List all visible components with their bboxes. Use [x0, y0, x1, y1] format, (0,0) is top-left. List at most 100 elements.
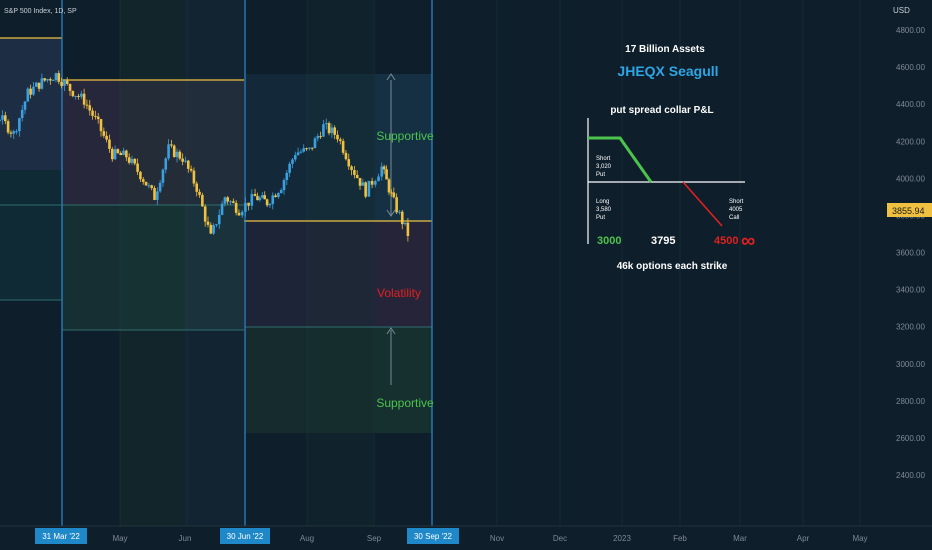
candle-down	[347, 159, 351, 167]
candle-down	[406, 222, 410, 237]
short-put-label-2: 3,020	[596, 164, 612, 170]
current-price-badge	[887, 203, 932, 217]
assets-label: 17 Billion Assets	[625, 44, 705, 55]
candle-down	[133, 158, 137, 164]
candle-up	[122, 150, 125, 156]
time-tick-label: May	[852, 534, 867, 543]
candle-up	[20, 109, 24, 119]
seagull-annotation: 17 Billion Assets JHEQX Seagull put spre…	[587, 44, 755, 272]
candle-down	[189, 168, 193, 171]
price-tick-label: 3200.00	[896, 323, 925, 332]
candle-down	[144, 181, 148, 186]
candle-down	[336, 134, 339, 140]
current-price-value: 3855.94	[892, 206, 925, 216]
candle-down	[139, 171, 142, 180]
candle-down	[3, 115, 7, 122]
candle-up	[12, 131, 16, 134]
candle-up	[63, 80, 66, 86]
time-tick-label: May	[112, 534, 127, 543]
price-tick-label: 3000.00	[896, 360, 925, 369]
candle-down	[172, 145, 176, 157]
candle-down	[234, 202, 238, 213]
price-tick-label: 2600.00	[896, 434, 925, 443]
short-put-label-1: Short	[596, 156, 611, 162]
candle-down	[85, 104, 89, 106]
candle-down	[181, 158, 184, 162]
candle-down	[364, 182, 367, 197]
candle-up	[51, 80, 55, 82]
short-call-label-1: Short	[729, 199, 744, 205]
price-tick-label: 4600.00	[896, 63, 925, 72]
candle-down	[153, 187, 156, 200]
candle-down	[195, 183, 199, 192]
candle-down	[382, 166, 386, 170]
zone-label-upper: Supportive	[376, 129, 434, 143]
candle-down	[65, 80, 69, 84]
time-axis: May Jun Aug Sep Nov Dec 2023 Feb Mar Apr May 31 Ma…	[0, 525, 932, 550]
candle-down	[170, 144, 173, 146]
candle-up	[322, 124, 325, 137]
price-tick-label: 4800.00	[896, 26, 925, 35]
candle-down	[29, 88, 32, 95]
candle-down	[256, 196, 259, 201]
candle-down	[201, 194, 204, 207]
candle-down	[68, 83, 72, 91]
candle-up	[288, 163, 291, 173]
candle-up	[367, 180, 371, 197]
candle-down	[49, 79, 52, 81]
date-badge-mar	[35, 528, 87, 544]
candle-up	[40, 78, 44, 89]
candle-down	[327, 123, 331, 134]
candle-up	[260, 195, 264, 198]
candle-down	[150, 185, 153, 188]
candle-up	[279, 190, 283, 194]
candle-down	[71, 90, 75, 97]
long-put-label-3: Put	[596, 215, 605, 221]
candle-down	[353, 170, 356, 175]
candle-up	[18, 118, 21, 132]
candle-down	[60, 81, 63, 86]
candle-down	[102, 131, 106, 136]
candle-down	[116, 149, 120, 154]
candle-down	[6, 121, 10, 133]
candle-up	[258, 197, 262, 201]
candle-down	[350, 166, 353, 171]
candle-down	[77, 95, 80, 97]
candle-up	[46, 79, 49, 81]
candle-down	[37, 82, 41, 89]
candle-down	[370, 180, 374, 185]
candle-down	[43, 78, 47, 81]
candle-up	[0, 119, 1, 122]
price-tick-label: 2400.00	[896, 471, 925, 480]
candle-up	[293, 155, 297, 160]
date-badge-mar-label: 31 Mar '22	[42, 532, 80, 541]
time-tick-label: 2023	[613, 534, 631, 543]
candle-up	[34, 82, 38, 87]
candle-up	[250, 193, 254, 206]
candle-up	[23, 101, 27, 110]
candle-up	[1, 115, 4, 120]
candle-up	[156, 191, 159, 200]
pl-gain-leg	[588, 136, 653, 183]
candle-up	[324, 123, 328, 125]
candle-up	[313, 138, 317, 149]
candle-down	[178, 151, 182, 159]
zone-boxes	[0, 0, 432, 526]
candle-down	[198, 191, 201, 195]
time-tick-label: Mar	[733, 534, 747, 543]
long-put-label-1: Long	[596, 199, 609, 205]
candle-up	[398, 211, 401, 213]
candle-up	[296, 152, 300, 156]
date-badge-sep	[407, 528, 459, 544]
candle-down	[105, 135, 108, 140]
candle-down	[119, 153, 123, 156]
candle-down	[387, 179, 391, 193]
candle-up	[285, 172, 289, 181]
candle-up	[74, 95, 77, 97]
time-tick-label: Aug	[300, 534, 314, 543]
candle-down	[355, 174, 359, 179]
candle-down	[125, 150, 128, 158]
date-badge-sep-label: 30 Sep '22	[414, 532, 453, 541]
candle-down	[339, 139, 342, 141]
